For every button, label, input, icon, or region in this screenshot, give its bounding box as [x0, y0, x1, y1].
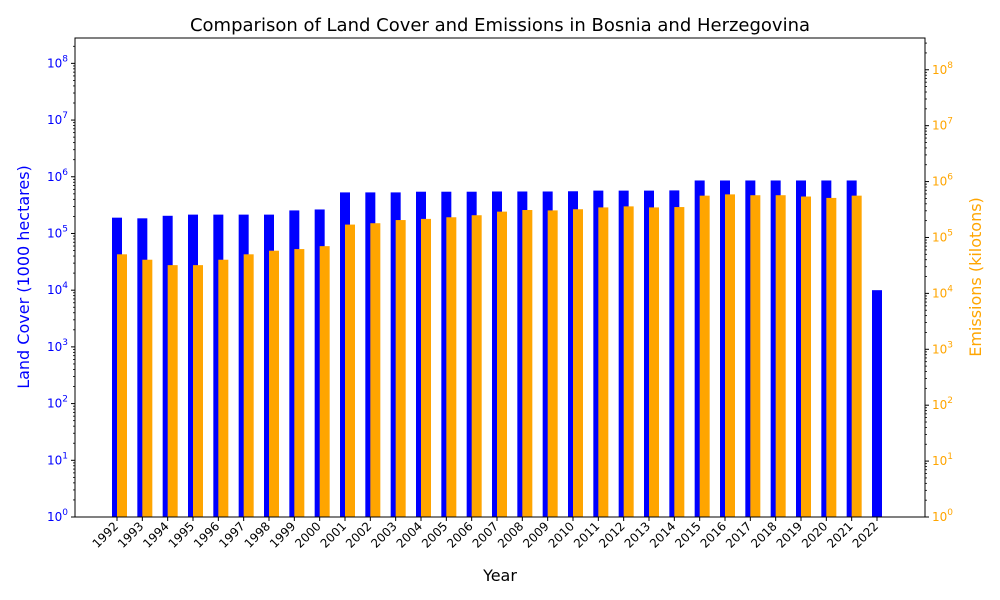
- emissions-bar-2013: [649, 207, 659, 517]
- emissions-bar-2006: [471, 215, 482, 518]
- emissions-bar-2018: [775, 195, 786, 517]
- emissions-bar-1995: [193, 265, 203, 517]
- emissions-bar-2000: [319, 246, 330, 517]
- right-y-axis-title: Emissions (kilotons): [966, 197, 985, 357]
- emissions-bar-2012: [623, 206, 634, 517]
- emissions-bar-1999: [294, 249, 305, 517]
- x-axis-title: Year: [482, 566, 517, 585]
- emissions-bar-2015: [699, 195, 710, 517]
- land-cover-bar-2022: [872, 290, 882, 517]
- emissions-bar-1996: [218, 259, 229, 517]
- emissions-bar-2003: [395, 220, 406, 518]
- emissions-bar-2014: [674, 207, 685, 517]
- emissions-bar-2021: [851, 195, 862, 517]
- emissions-bar-2020: [826, 197, 837, 518]
- emissions-bar-1998: [269, 250, 279, 517]
- emissions-bar-2005: [446, 217, 457, 517]
- emissions-bar-2001: [345, 224, 355, 517]
- chart-title: Comparison of Land Cover and Emissions i…: [190, 15, 810, 36]
- emissions-bar-2016: [725, 194, 735, 517]
- emissions-bar-2008: [522, 210, 533, 517]
- left-y-axis-title: Land Cover (1000 hectares): [14, 165, 33, 389]
- emissions-bar-2019: [801, 196, 811, 517]
- emissions-bar-2004: [421, 218, 431, 517]
- emissions-bar-1993: [142, 259, 153, 517]
- emissions-bar-1997: [243, 254, 254, 517]
- emissions-bar-2011: [598, 207, 609, 517]
- emissions-bar-2009: [547, 210, 558, 517]
- emissions-bar-2017: [750, 195, 761, 517]
- emissions-bar-2010: [573, 209, 583, 518]
- bars-group: [112, 180, 882, 518]
- plot-frame: [74, 37, 926, 518]
- emissions-bar-2007: [497, 211, 507, 517]
- emissions-bar-2002: [370, 223, 381, 517]
- emissions-bar-1992: [117, 254, 127, 517]
- emissions-bar-1994: [167, 265, 178, 517]
